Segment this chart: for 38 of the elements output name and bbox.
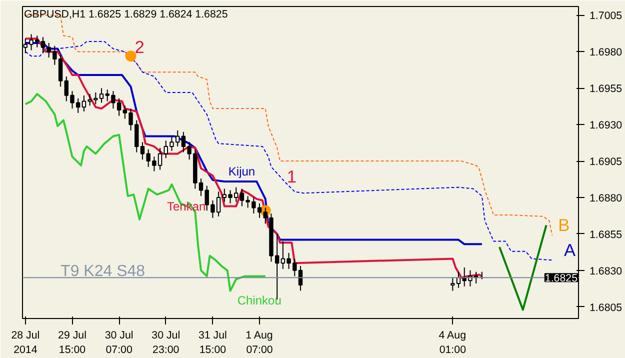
- x-tick-label: 29 Jul 15:00: [58, 330, 86, 356]
- candlestick: [263, 207, 268, 224]
- y-tick-label: 1.6955: [590, 83, 622, 96]
- candlestick: [257, 202, 262, 218]
- candlestick: [99, 88, 104, 104]
- x-tick-label: 31 Jul 15:00: [198, 330, 227, 356]
- candlestick: [128, 108, 133, 131]
- x-tick-label: 28 Jul 2014: [11, 330, 40, 356]
- chart-title: GBPUSD,H1 1.6825 1.6829 1.6824 1.6825: [24, 8, 228, 20]
- annotation: T9 K24 S48: [60, 263, 146, 280]
- x-tick-label: 1 Aug 07:00: [246, 330, 273, 356]
- annotation: 1: [286, 166, 297, 187]
- y-tick-label: 1.7005: [590, 10, 622, 22]
- y-tick-label: 1.6855: [590, 228, 622, 241]
- x-tick-label: 4 Aug 01:00: [438, 330, 466, 356]
- candlestick: [122, 105, 128, 120]
- y-tick-label: 1.6880: [590, 192, 622, 204]
- annotation: 2: [134, 37, 144, 58]
- y-tick-label: 1.6905: [590, 156, 622, 168]
- y-tick-label: 1.6805: [590, 302, 622, 314]
- candlestick: [134, 120, 139, 153]
- x-tick-label: 30 Jul 07:00: [104, 330, 134, 356]
- line-series: [24, 92, 266, 292]
- line-series: [24, 42, 483, 246]
- y-tick-label: 1.6830: [590, 265, 622, 278]
- series-label: Chinkou: [237, 293, 282, 308]
- candlestick: [105, 89, 110, 102]
- line-series: [24, 40, 553, 261]
- annotation: A: [564, 240, 576, 260]
- candlestick: [64, 76, 69, 102]
- x-tick-label: 30 Jul 23:00: [152, 330, 180, 356]
- candlestick: [40, 36, 46, 54]
- y-tick-label: 1.6980: [590, 46, 622, 59]
- ref-line-label: 1.6825: [544, 272, 578, 285]
- candlestick: [240, 188, 244, 207]
- annotation: B: [558, 214, 570, 235]
- y-tick-label: 1.6930: [590, 120, 622, 132]
- series-label: Kijun: [228, 164, 256, 178]
